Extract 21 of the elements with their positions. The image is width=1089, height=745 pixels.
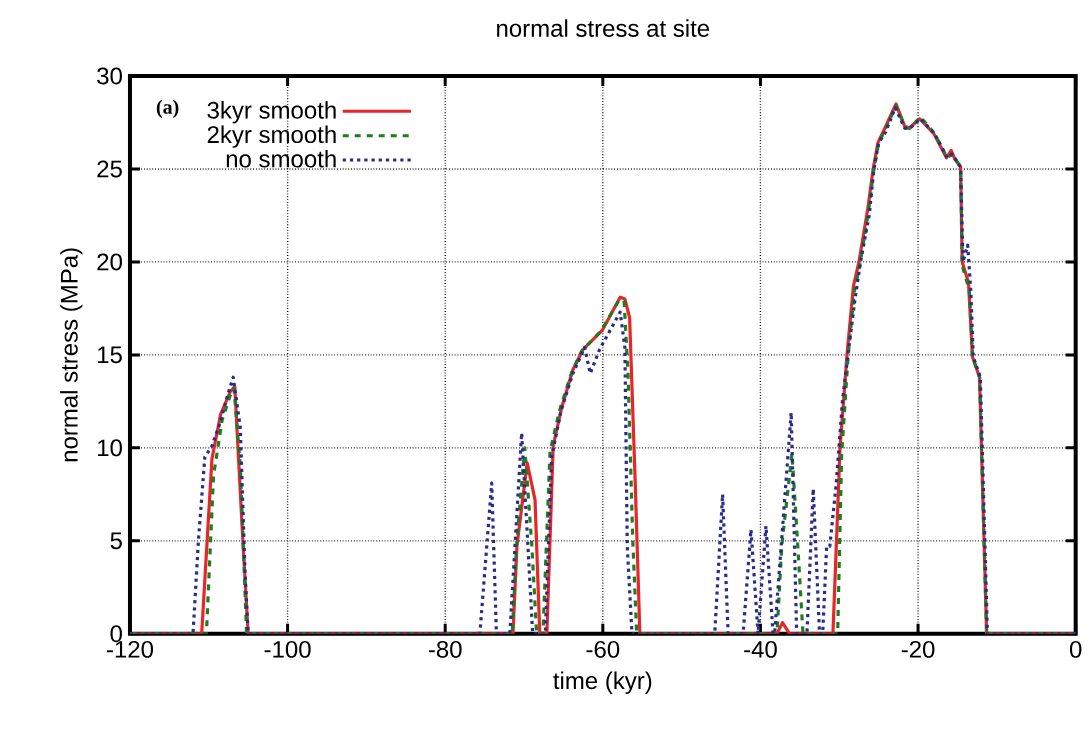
y-tick-label: 25 — [97, 160, 122, 178]
legend-label: no smooth — [226, 150, 336, 168]
y-axis-title: normal stress (MPa) — [60, 248, 83, 462]
x-axis-title: time (kyr) — [553, 671, 652, 695]
y-tick-label: 0 — [110, 625, 122, 643]
y-tick-label: 5 — [110, 532, 122, 550]
x-tick-label: 0 — [1069, 640, 1082, 658]
x-tick-label: -100 — [264, 640, 311, 658]
legend-label: 2kyr smooth — [207, 125, 336, 148]
y-tick-label: 20 — [97, 253, 122, 271]
x-tick-label: -20 — [901, 640, 935, 658]
legend-label: 3kyr smooth — [207, 101, 336, 124]
chart-title: normal stress at site — [497, 19, 710, 38]
x-tick-label: -80 — [428, 640, 462, 658]
x-tick-label: -60 — [586, 640, 620, 658]
y-tick-label: 15 — [98, 346, 122, 364]
y-tick-label: 30 — [97, 67, 122, 85]
x-tick-label: -40 — [744, 640, 777, 658]
y-tick-label: 10 — [98, 439, 122, 457]
x-tick-label: -120 — [107, 640, 154, 658]
annotation: (a) — [156, 99, 179, 119]
